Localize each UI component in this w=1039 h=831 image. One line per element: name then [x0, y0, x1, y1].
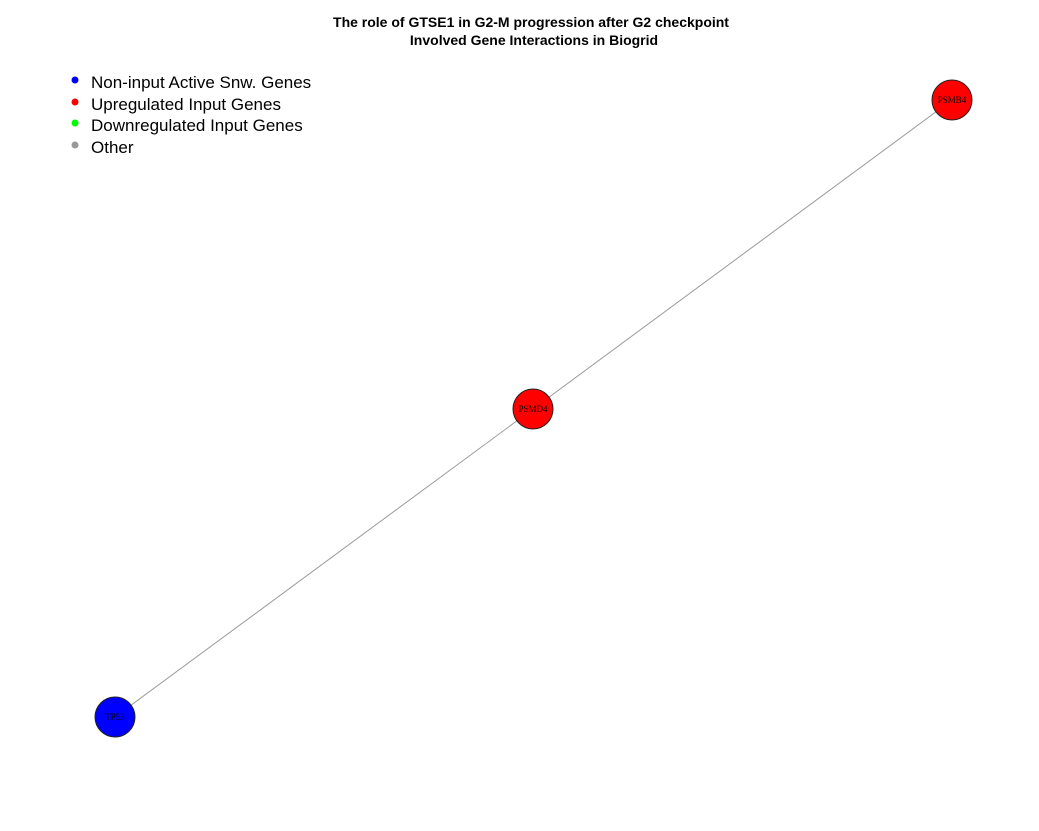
node-label: PSMD4: [518, 404, 548, 414]
chart-title-line-2: Involved Gene Interactions in Biogrid: [410, 32, 658, 48]
node-circle[interactable]: [931, 79, 973, 121]
legend: Non-input Active Snw. Genes Upregulated …: [71, 73, 311, 157]
legend-label: Non-input Active Snw. Genes: [91, 73, 311, 92]
edge-psmd4-tp53: [114, 408, 534, 718]
node-psmb4[interactable]: PSMB4: [931, 79, 973, 121]
node-circle[interactable]: [512, 388, 554, 430]
edges-layer: [114, 99, 953, 718]
legend-label: Other: [91, 138, 134, 157]
node-psmd4[interactable]: PSMD4: [512, 388, 554, 430]
node-tp53[interactable]: TP53: [94, 696, 136, 738]
nodes-layer: PSMB4 PSMD4 TP53: [94, 79, 973, 738]
legend-item-non-input-active: Non-input Active Snw. Genes: [71, 73, 311, 92]
node-label: TP53: [105, 712, 125, 722]
legend-item-other: Other: [71, 138, 134, 157]
legend-label: Upregulated Input Genes: [91, 95, 281, 114]
edge-psmb4-psmd4: [532, 99, 953, 410]
legend-marker-red-dot: [71, 98, 79, 106]
legend-marker-green-dot: [71, 119, 79, 127]
legend-marker-gray-dot: [71, 141, 79, 149]
chart-title-line-1: The role of GTSE1 in G2-M progression af…: [333, 14, 729, 30]
legend-item-downregulated: Downregulated Input Genes: [71, 116, 303, 135]
legend-item-upregulated: Upregulated Input Genes: [71, 95, 281, 114]
node-circle[interactable]: [94, 696, 136, 738]
node-label: PSMB4: [938, 95, 967, 105]
legend-label: Downregulated Input Genes: [91, 116, 303, 135]
legend-marker-blue-dot: [71, 76, 79, 84]
